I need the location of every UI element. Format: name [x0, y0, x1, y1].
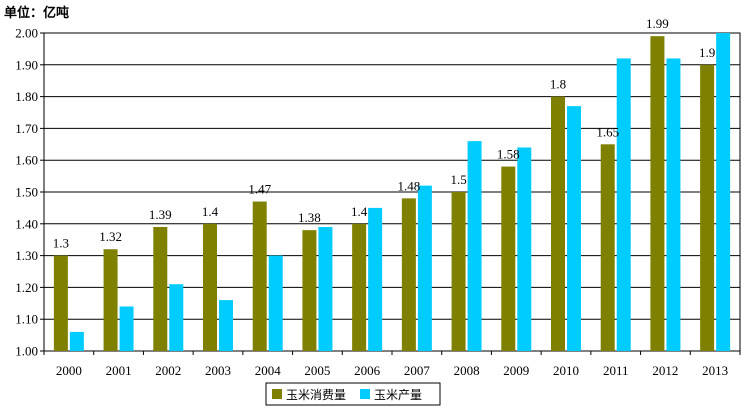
x-tick-label: 2004: [255, 363, 282, 378]
bar-consumption: [203, 223, 217, 351]
data-labels: 1.3 1.32 1.39 1.4 1.47 1.38 1.4 1.48 1.5 1.58 1.8 1…: [53, 16, 716, 250]
bar-consumption: [153, 226, 168, 351]
y-tick-label: 1.50: [15, 185, 38, 200]
legend-label-consumption: 玉米消费量: [286, 388, 346, 402]
data-label: 1.5: [450, 172, 466, 187]
bar-consumption: [352, 223, 367, 351]
bar-production: [69, 331, 84, 351]
legend-label-production: 玉米产量: [374, 388, 422, 402]
y-tick-label: 1.40: [15, 216, 38, 231]
x-tick-label: 2013: [702, 363, 728, 378]
x-tick-label: 2003: [205, 363, 231, 378]
legend-swatch-production: [360, 389, 370, 399]
data-label: 1.38: [298, 210, 321, 225]
axes: 1.00 1.10 1.20 1.30 1.40 1.50 1.60 1.70 1.80 1.90…: [15, 26, 741, 378]
bar-consumption: [501, 166, 516, 351]
grid-lines: [43, 32, 741, 352]
bar-consumption: [103, 249, 118, 351]
y-tick-label: 1.70: [15, 121, 38, 136]
data-label: 1.48: [397, 178, 420, 193]
x-tick-label: 2006: [354, 363, 381, 378]
bar-production: [268, 255, 283, 351]
y-tick-label: 1.60: [15, 153, 38, 168]
bar-consumption: [551, 96, 565, 351]
data-label: 1.9: [699, 45, 715, 60]
y-tick-label: 1.20: [15, 280, 38, 295]
y-tick-label: 1.00: [15, 344, 38, 359]
bar-consumption: [252, 201, 267, 351]
bar-consumption: [302, 230, 317, 351]
x-tick-label: 2011: [603, 363, 629, 378]
data-label: 1.32: [99, 229, 122, 244]
data-label: 1.47: [248, 182, 271, 197]
data-label: 1.99: [646, 16, 669, 31]
y-tick-label: 1.10: [15, 312, 38, 327]
bar-consumption: [650, 36, 665, 352]
x-tick-label: 2005: [304, 363, 330, 378]
data-label: 1.8: [550, 77, 566, 92]
unit-label: 单位：亿吨: [4, 6, 70, 21]
data-label: 1.3: [53, 236, 69, 251]
bar-consumption: [401, 198, 416, 351]
bar-production: [169, 284, 184, 351]
data-label: 1.4: [351, 204, 368, 219]
bar-production: [417, 185, 432, 351]
x-tick-label: 2007: [404, 363, 431, 378]
y-tick-label: 1.80: [15, 89, 38, 104]
bar-production: [666, 58, 681, 351]
x-tick-label: 2012: [652, 363, 678, 378]
bar-consumption: [53, 255, 68, 351]
bar-consumption: [700, 64, 715, 352]
data-label: 1.39: [149, 207, 172, 222]
y-tick-label: 1.90: [15, 57, 38, 72]
bar-production: [616, 58, 631, 351]
x-tick-label: 2002: [155, 363, 181, 378]
x-tick-label: 2009: [503, 363, 529, 378]
y-tick-label: 2.00: [15, 26, 38, 41]
x-tick-label: 2010: [553, 363, 579, 378]
y-tick-label: 1.30: [15, 248, 38, 263]
bars: [53, 33, 731, 352]
data-label: 1.58: [497, 147, 520, 162]
x-tick-label: 2000: [56, 363, 82, 378]
bar-production: [716, 33, 731, 351]
data-label: 1.65: [596, 124, 619, 139]
bar-production: [368, 207, 383, 351]
bar-production: [517, 147, 532, 351]
data-label: 1.4: [202, 204, 219, 219]
bar-production: [567, 106, 581, 351]
bar-production: [219, 300, 233, 351]
legend-swatch-consumption: [272, 389, 282, 399]
bar-production: [467, 141, 482, 351]
bar-production: [119, 306, 134, 351]
legend: 玉米消费量 玉米产量: [265, 382, 441, 406]
bar-consumption: [451, 192, 466, 351]
legend-box: [265, 382, 441, 406]
x-tick-label: 2001: [106, 363, 132, 378]
bar-consumption: [600, 144, 615, 351]
bar-production: [318, 226, 333, 351]
x-tick-label: 2008: [454, 363, 480, 378]
